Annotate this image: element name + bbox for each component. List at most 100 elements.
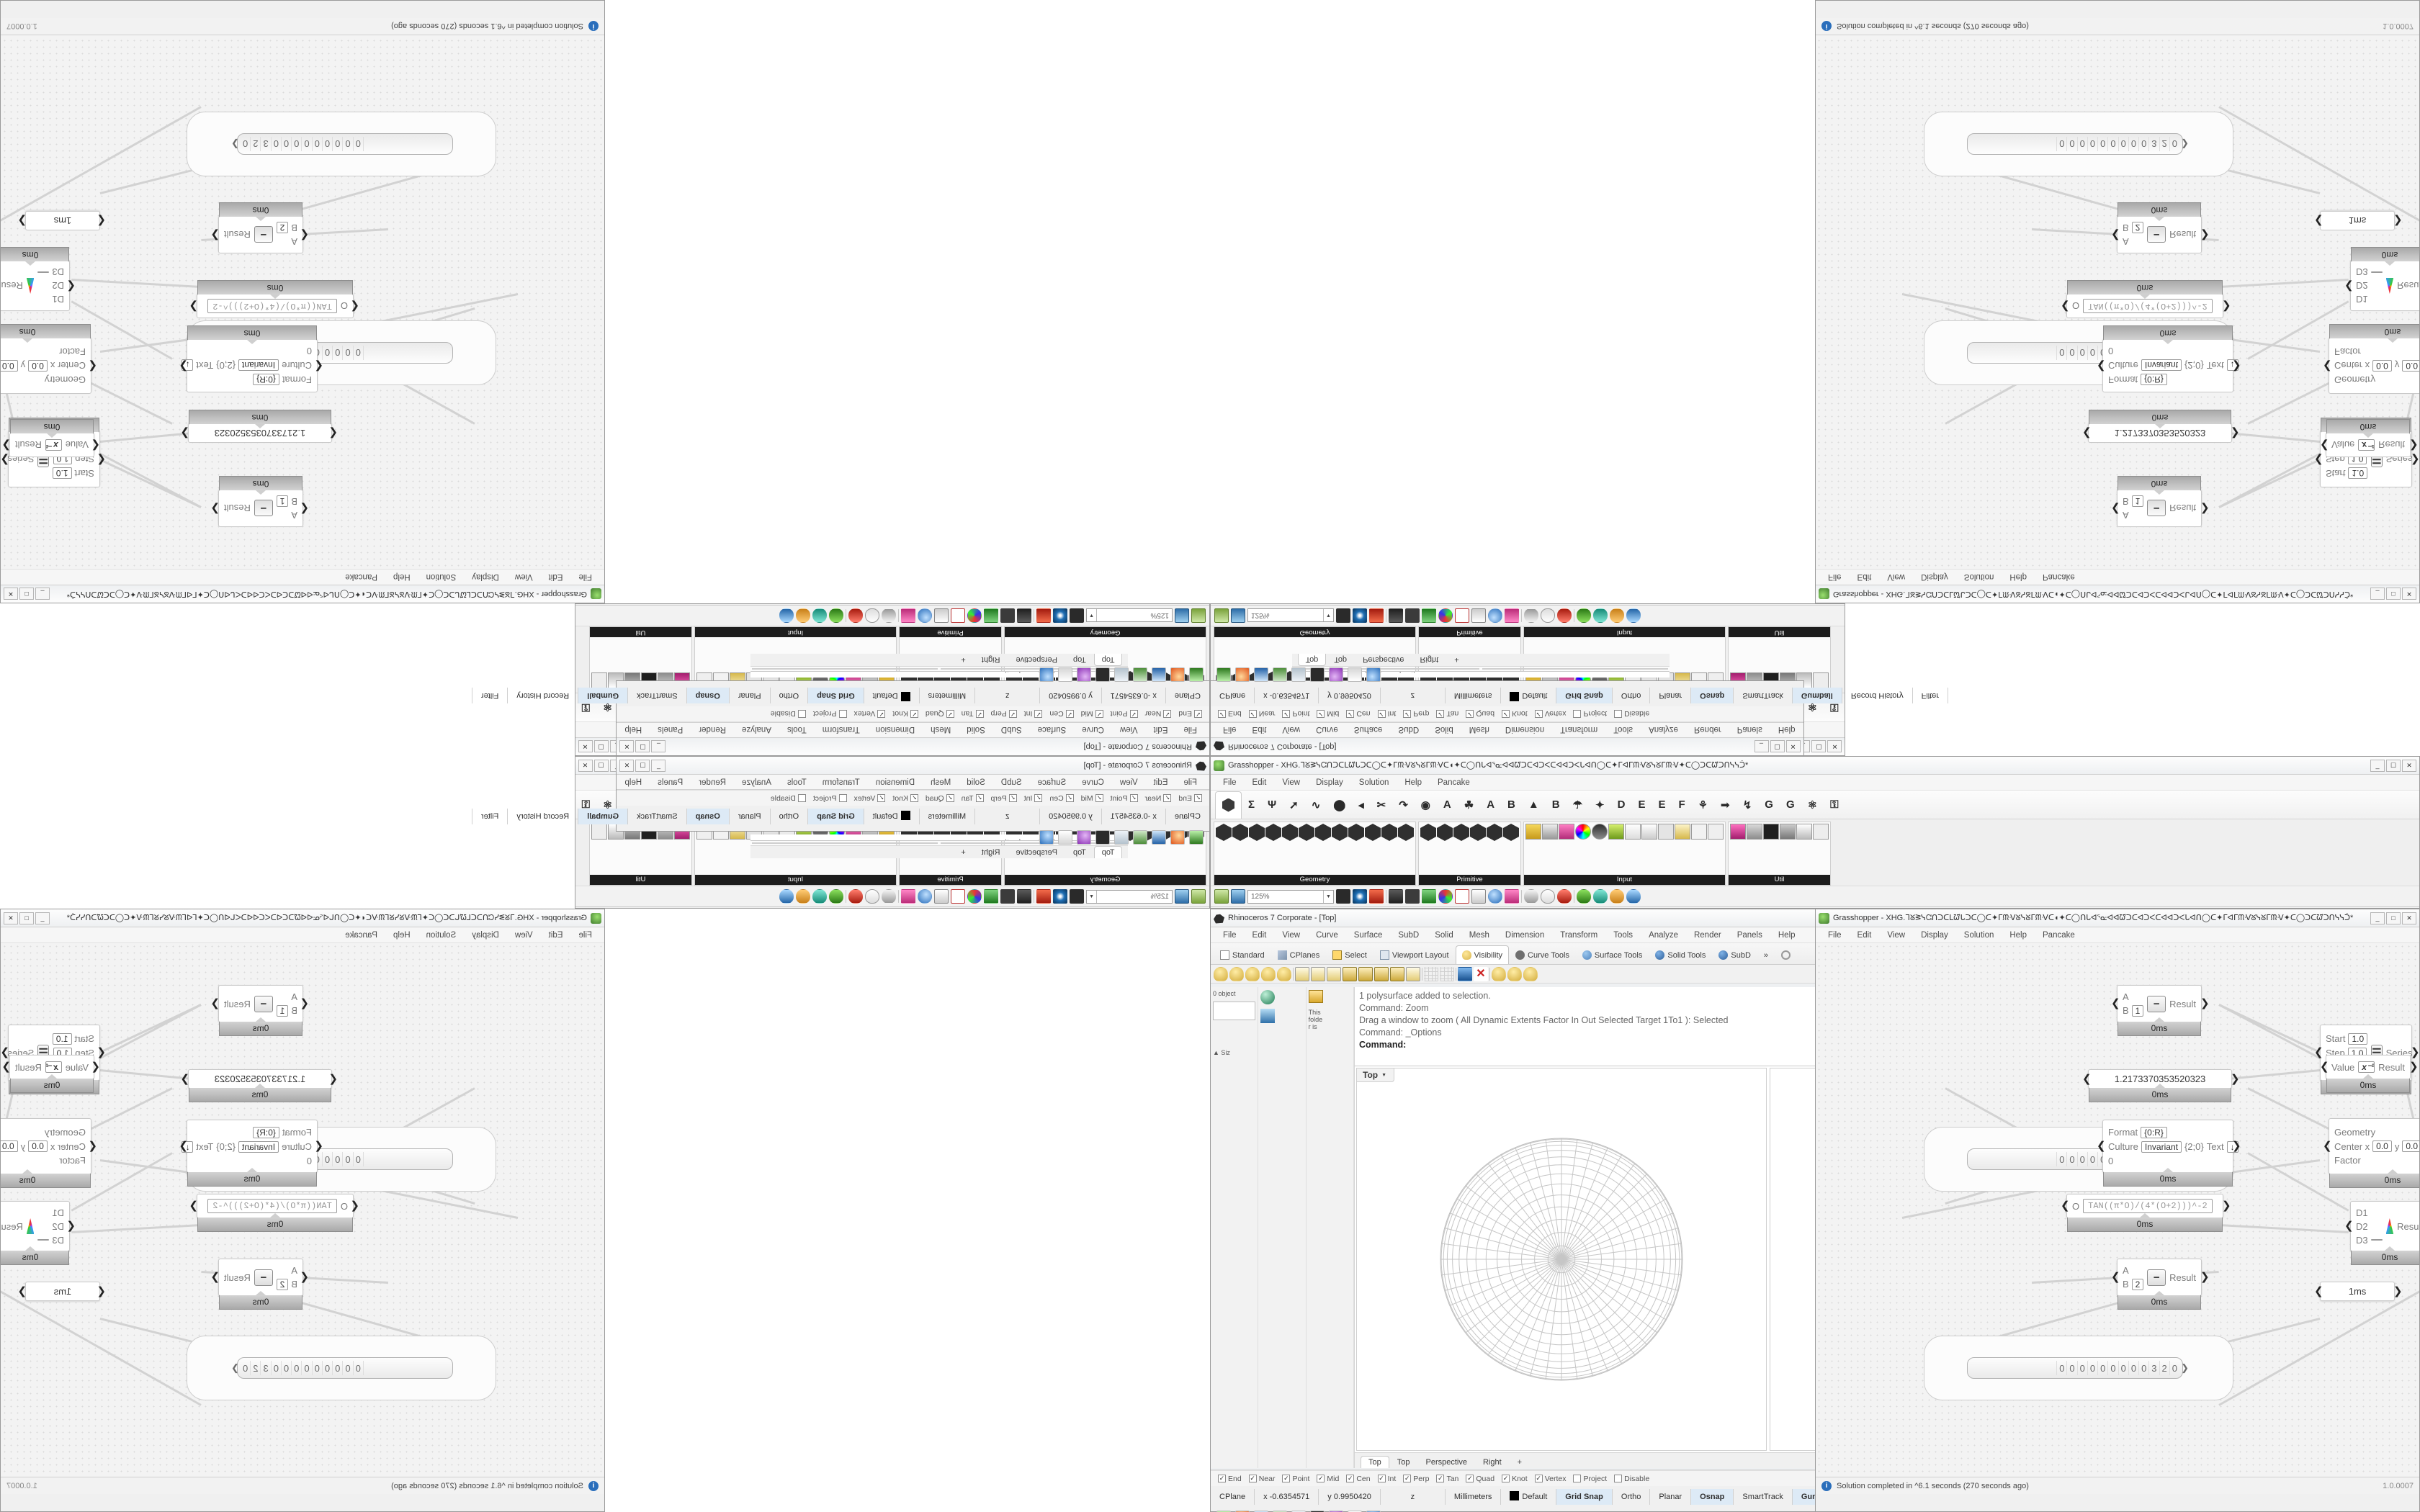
output-pin[interactable]: ❯	[2409, 1061, 2419, 1073]
installer-tray-icon[interactable]	[1273, 667, 1287, 682]
menu-pancake[interactable]: Pancake	[1438, 778, 1470, 787]
scribble-tray-icon[interactable]	[1039, 830, 1054, 845]
toggle-smarttrack[interactable]: SmartTrack	[627, 809, 686, 824]
gh-tab-extra-d[interactable]: D	[1617, 798, 1626, 811]
rhino-tab-subd[interactable]: SubD	[1712, 945, 1757, 964]
osnap-option-point[interactable]: ✓ Point	[1282, 1475, 1309, 1483]
docs-tray-icon[interactable]	[1291, 667, 1306, 682]
gh-tab-extra-f2[interactable]: ⚘	[1698, 798, 1708, 811]
slider-digit[interactable]: 2	[251, 1361, 261, 1375]
bake-icon[interactable]	[1036, 889, 1051, 904]
input-pin[interactable]: ❮	[2314, 215, 2323, 228]
toggle-filter[interactable]: Filter	[471, 688, 508, 703]
osnap-option-int[interactable]: ✓ Int	[1024, 794, 1043, 803]
toggle-gumball[interactable]: Gumball	[578, 809, 628, 824]
output-pin[interactable]: ❯	[210, 229, 220, 241]
slider-digit[interactable]: 0	[2056, 1152, 2066, 1166]
output-pin[interactable]: ❯	[179, 360, 188, 372]
checkbox[interactable]: ✓	[1218, 1475, 1226, 1482]
gh-component-scale-nu[interactable]: Geometry Center x0.0y0.0z0.0 FactorGeometr…	[2323, 324, 2419, 394]
gh-component-number-panel[interactable]: 1ms ❮ ❯	[17, 1282, 106, 1301]
menu-transform[interactable]: Transform	[822, 778, 860, 787]
viewport-tab-add[interactable]: +	[1517, 1458, 1523, 1467]
expression-field[interactable]: TAN((π*O)/(4*(O+2)))^-2	[2083, 1199, 2213, 1213]
menu-display[interactable]: Display	[1921, 930, 1948, 940]
lightbulb-box-icon[interactable]	[1311, 966, 1325, 981]
checkbox[interactable]: ✓	[910, 710, 918, 718]
output-pin[interactable]: ❯	[17, 1284, 27, 1297]
gh-component-number-panel[interactable]: 1.2173370353520323 ❮ ❯ 0ms	[180, 1069, 338, 1102]
toggle-planar[interactable]: Planar	[1650, 1489, 1692, 1505]
slider-digit[interactable]: 0	[2087, 1361, 2097, 1375]
format-field[interactable]: {0:R}	[253, 1126, 279, 1138]
system-tray[interactable]	[1211, 665, 1803, 685]
grasshopper-canvas-holder[interactable]: 000000000320❯000000000320❯AB1−Result❮❯0m…	[1, 943, 604, 1511]
slider-digit[interactable]: 0	[2087, 346, 2098, 360]
osnap-option-int[interactable]: ✓ Int	[1377, 1475, 1396, 1483]
toggle-ortho[interactable]: Ortho	[1613, 1489, 1651, 1505]
open-file-icon[interactable]	[1191, 889, 1206, 904]
maximize-button[interactable]: ☐	[593, 740, 609, 753]
menu-view[interactable]: View	[1282, 778, 1301, 787]
toggle-planar[interactable]: Planar	[728, 809, 770, 824]
menu-dimension[interactable]: Dimension	[1505, 930, 1545, 940]
rhino-window[interactable]: Rhinoceros 7 Corporate - [Top] _ ☐ ✕ Fil…	[1210, 654, 1949, 756]
slider-digit[interactable]: 0	[2169, 1361, 2179, 1375]
component-icon[interactable]	[1503, 824, 1519, 841]
preview-orange-icon[interactable]	[1610, 889, 1624, 904]
scribble-icon[interactable]	[1488, 608, 1502, 623]
firefox-tray-icon[interactable]	[1235, 1511, 1250, 1512]
widget-icon[interactable]	[1422, 608, 1436, 623]
menu-render[interactable]: Render	[1693, 930, 1721, 940]
grasshopper-canvas-holder[interactable]: 000000000320❯000000000320❯AB1−Result❮❯0m…	[1816, 1, 2419, 569]
osnap-option-mid[interactable]: ✓ Mid	[1317, 710, 1339, 719]
slider-digit[interactable]: 0	[281, 1361, 292, 1375]
slider-digit[interactable]: 0	[322, 137, 333, 151]
slider-digit[interactable]: 0	[2097, 137, 2108, 151]
gh-component-subtraction[interactable]: A B 2− Result ❮ ❯ 0ms	[210, 1259, 309, 1310]
slider-digit[interactable]: 0	[343, 1152, 354, 1166]
component-icon[interactable]	[1592, 824, 1608, 840]
grasshopper-canvas-region[interactable]: Grasshopper - XHG.ᒣᘜᕒᓭᘳᑎᑐᑕᒪᘺᒐᑐᑕ◯ᑕ✦ᒥᙏᐺᘜᓭᘜ…	[0, 0, 605, 603]
gh-component-expression[interactable]: O TAN((π*O)/(4*(O+2)))^-2 ❮ ❯ 0ms	[2061, 280, 2231, 318]
component-icon[interactable]	[1420, 824, 1436, 841]
component-icon[interactable]	[1625, 824, 1641, 840]
scribble-tray-icon[interactable]	[1039, 667, 1054, 682]
preview-eye-icon[interactable]	[1053, 889, 1067, 904]
osnap-option-disable[interactable]: Disable	[771, 710, 806, 719]
checkbox[interactable]: ✓	[1218, 710, 1226, 718]
osnap-option-disable[interactable]: Disable	[771, 794, 806, 803]
points-on-icon[interactable]	[1458, 966, 1472, 981]
scribble-tray-icon[interactable]	[1366, 667, 1381, 682]
input-pin[interactable]: ❮	[97, 454, 106, 466]
grasshopper-canvas-toolbar[interactable]: 125% ▼	[1211, 886, 2419, 907]
zoom-extents-icon[interactable]	[1070, 889, 1084, 904]
gh-component-expression-inverse[interactable]: Value x⁻¹ Result ❮ ❯ 0ms	[2320, 1055, 2419, 1093]
checkbox[interactable]: ✓	[975, 710, 984, 718]
notepad-tray-icon[interactable]	[1348, 667, 1362, 682]
output-pin[interactable]: ❯	[2200, 997, 2210, 1009]
menu-mesh[interactable]: Mesh	[1469, 725, 1489, 734]
start-field[interactable]: 1.0	[2348, 467, 2368, 480]
grasshopper-doc-menubar[interactable]: File Edit View Display Solution Help Pancake	[1, 569, 604, 585]
rhino-status-bar[interactable]: ✓ End ✓ Near ✓ Point ✓ Mid ✓ Cen ✓ Int ✓ Perp ✓ Tan ✓ Qua…	[1211, 667, 1949, 723]
shade-red-icon[interactable]	[1557, 889, 1572, 904]
input-pin[interactable]: ❮	[88, 360, 97, 372]
start-field[interactable]: 1.0	[52, 1032, 72, 1045]
rhino-status-line[interactable]: CPlane x -0.6354571 y 0.9950420 z Millim…	[471, 685, 1209, 706]
scribble-icon[interactable]	[1488, 889, 1502, 904]
checkbox[interactable]	[1573, 1475, 1582, 1482]
output-pin[interactable]: ❯	[2181, 1362, 2189, 1373]
checkbox[interactable]: ✓	[1466, 1475, 1474, 1482]
menu-mesh[interactable]: Mesh	[931, 725, 951, 734]
rhino-status-line[interactable]: CPlane x -0.6354571 y 0.9950420 z Millim…	[1211, 685, 1949, 706]
output-pin[interactable]: ❯	[2409, 439, 2419, 451]
close-button[interactable]: ✕	[2402, 912, 2416, 924]
system-tray[interactable]	[1211, 1508, 2419, 1512]
notepad-tray-icon[interactable]	[1058, 667, 1072, 682]
component-icon[interactable]	[1216, 824, 1232, 841]
component-icon[interactable]	[1437, 824, 1453, 841]
osnap-option-int[interactable]: ✓ Int	[1024, 710, 1043, 719]
lightbulb-box-icon[interactable]	[1406, 966, 1420, 981]
